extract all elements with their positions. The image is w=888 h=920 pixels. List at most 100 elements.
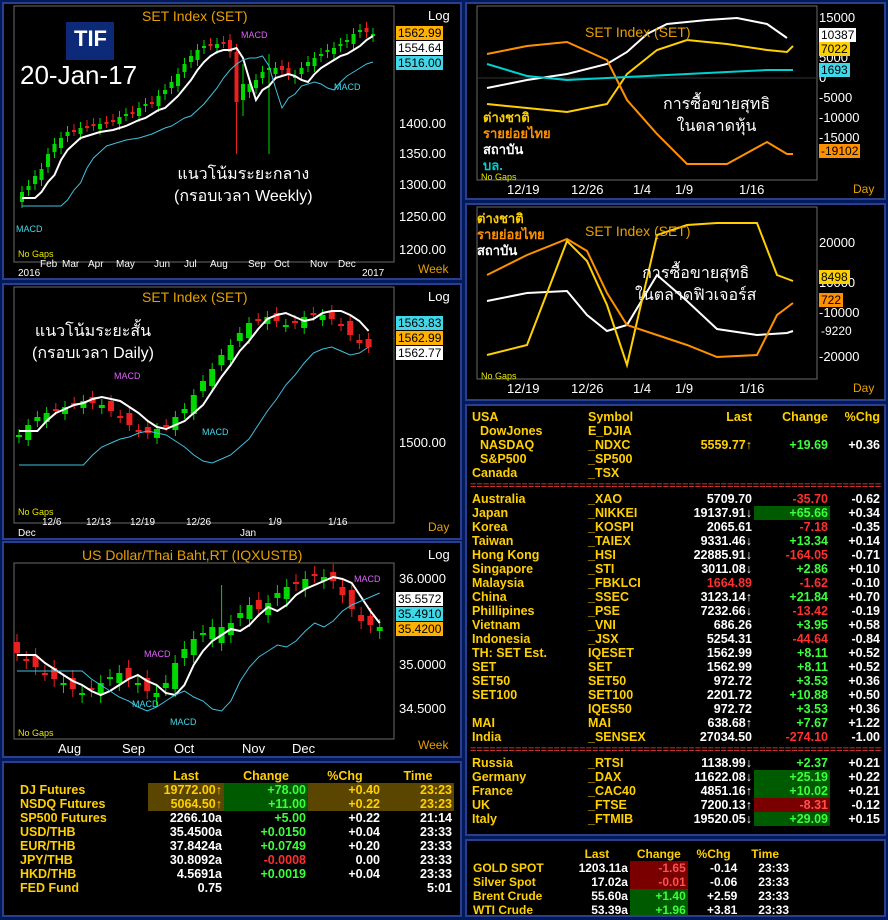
net-stock-chart[interactable]: SET Index (SET) การซื้อขายสุทธิ ในตลาดหุ… (465, 2, 886, 200)
futures-time: 23:23 (382, 783, 454, 797)
futures-name: USD/THB (18, 825, 148, 839)
y-tick: 35.0000 (399, 657, 446, 672)
table-row[interactable]: DowJones E_DJIA (470, 424, 882, 438)
table-row[interactable]: EUR/THB 37.8424a +0.0749 +0.20 23:33 (18, 839, 454, 853)
table-row[interactable]: MAI MAI 638.68↑ +7.67 +1.22 (470, 716, 882, 730)
candle-body (366, 339, 372, 347)
value-badge: 10387 (819, 28, 856, 42)
table-row[interactable]: China _SSEC 3123.14↑ +21.84 +0.70 (470, 590, 882, 604)
macd-label: MACD (16, 224, 43, 234)
x-tick: 12/26 (186, 517, 211, 528)
commodity-change: +1.96 (630, 903, 688, 917)
table-row[interactable]: TH: SET Est. IQESET 1562.99 +8.11 +0.52 (470, 646, 882, 660)
usd-thb-chart[interactable]: US Dollar/Thai Baht,RT (IQXUSTB) Log 36.… (2, 541, 462, 758)
table-row[interactable]: SET SET 1562.99 +8.11 +0.52 (470, 660, 882, 674)
candle-body (99, 405, 105, 408)
table-row[interactable]: SP500 Futures 2266.10a +5.00 +0.22 21:14 (18, 811, 454, 825)
world-indices-table[interactable]: USA Symbol Last Change %Chg DowJones E_DJ… (465, 404, 886, 836)
table-row[interactable]: India _SENSEX 27034.50 -274.10 -1.00 (470, 730, 882, 744)
table-row[interactable]: Japan _NIKKEI 19137.91↓ +65.66 +0.34 (470, 506, 882, 520)
candle-body (209, 369, 215, 386)
index-pct: -0.62 (830, 492, 882, 506)
table-row[interactable]: Phillipines _PSE 7232.66↓ -13.42 -0.19 (470, 604, 882, 618)
table-header: USA Symbol Last Change %Chg (470, 410, 882, 424)
price-badge: 1563.83 (396, 316, 443, 330)
index-pct: -0.84 (830, 632, 882, 646)
table-row[interactable]: HKD/THB 4.5691a +0.0019 +0.04 23:33 (18, 867, 454, 881)
table-row[interactable]: Taiwan _TAIEX 9331.46↓ +13.34 +0.14 (470, 534, 882, 548)
index-pct (830, 424, 882, 438)
table-row[interactable]: IQES50 972.72 +3.53 +0.36 (470, 702, 882, 716)
candle-body (284, 587, 290, 599)
table-row[interactable]: Indonesia _JSX 5254.31 -44.64 -0.84 (470, 632, 882, 646)
table-row[interactable]: USD/THB 35.4500a +0.0150 +0.04 23:33 (18, 825, 454, 839)
table-row[interactable]: Germany _DAX 11622.08↓ +25.19 +0.22 (470, 770, 882, 784)
table-row[interactable]: Brent Crude 55.60a +1.40 +2.59 23:33 (471, 889, 791, 903)
table-row[interactable]: S&P500 _SP500 (470, 452, 882, 466)
candle-body (196, 50, 200, 60)
candle-body (367, 616, 373, 625)
table-row[interactable]: NSDQ Futures 5064.50↑ +11.00 +0.22 23:23 (18, 797, 454, 811)
price-badge: 1562.99 (396, 26, 443, 40)
x-tick: 12/19 (507, 182, 540, 197)
index-pct: +0.34 (830, 506, 882, 520)
table-row[interactable]: UK _FTSE 7200.13↑ -8.31 -0.12 (470, 798, 882, 812)
futures-change: +78.00 (224, 783, 308, 797)
futures-rows: DJ Futures 19772.00↑ +78.00 +0.40 23:23 NSDQ … (18, 783, 454, 895)
index-change: +8.11 (754, 646, 830, 660)
table-row[interactable]: France _CAC40 4851.16↑ +10.02 +0.21 (470, 784, 882, 798)
no-gaps-label: No Gaps (481, 172, 517, 182)
index-last: 2201.72 (676, 688, 754, 702)
index-symbol: _NDXC (586, 438, 676, 452)
index-symbol: _SP500 (586, 452, 676, 466)
set-weekly-chart[interactable]: SET Index (SET) Log TIF 20-Jan-17 แนวโน้… (2, 2, 462, 280)
price-badge: 1562.99 (396, 331, 443, 345)
index-symbol: _STI (586, 562, 676, 576)
table-row[interactable]: Italy _FTMIB 19520.05↓ +29.09 +0.15 (470, 812, 882, 826)
candle-body (301, 317, 307, 328)
table-row[interactable]: Korea _KOSPI 2065.61 -7.18 -0.35 (470, 520, 882, 534)
futures-fx-table[interactable]: Last Change %Chg Time DJ Futures 19772.00… (2, 761, 462, 917)
table-row[interactable]: WTI Crude 53.39a +1.96 +3.81 23:33 (471, 903, 791, 917)
market-note-line1: การซื้อขายสุทธิ (663, 94, 770, 116)
index-name: NASDAQ (470, 438, 586, 452)
index-change (754, 424, 830, 438)
header-symbol: Symbol (586, 410, 676, 424)
table-row[interactable]: Malaysia _FBKLCI 1664.89 -1.62 -0.10 (470, 576, 882, 590)
y-tick: -15000 (819, 130, 859, 145)
table-row[interactable]: Canada _TSX (470, 466, 882, 480)
index-name: Hong Kong (470, 548, 586, 562)
table-row[interactable]: JPY/THB 30.8092a -0.0008 0.00 23:33 (18, 853, 454, 867)
index-symbol: _DAX (586, 770, 676, 784)
table-row[interactable]: GOLD SPOT 1203.11a -1.65 -0.14 23:33 (471, 861, 791, 875)
index-symbol: _SENSEX (586, 730, 676, 744)
table-row[interactable]: NASDAQ _NDXC 5559.77↑ +19.69 +0.36 (470, 438, 882, 452)
market-note-line2: ในตลาดหุ้น (663, 116, 770, 138)
table-row[interactable]: Silver Spot 17.02a -0.01 -0.06 23:33 (471, 875, 791, 889)
header-pct: %Chg (688, 847, 740, 861)
candle-body (23, 659, 29, 661)
candle-body (283, 325, 289, 327)
net-futures-chart[interactable]: SET Index (SET) การซื้อขายสุทธิ ในตลาดฟิ… (465, 203, 886, 401)
candle-body (136, 430, 142, 432)
table-row[interactable]: Hong Kong _HSI 22885.91↓ -164.05 -0.71 (470, 548, 882, 562)
set-daily-chart[interactable]: SET Index (SET) Log แนวโน้มระยะสั้น (กรอ… (2, 283, 462, 540)
table-row[interactable]: FED Fund 0.75 5:01 (18, 881, 454, 895)
table-row[interactable]: SET50 SET50 972.72 +3.53 +0.36 (470, 674, 882, 688)
candle-body (313, 58, 317, 66)
candle-body (310, 313, 316, 315)
table-row[interactable]: DJ Futures 19772.00↑ +78.00 +0.40 23:23 (18, 783, 454, 797)
commodities-table[interactable]: Last Change %Chg Time GOLD SPOT 1203.11a -… (465, 839, 886, 917)
candle-body (347, 321, 353, 335)
table-row[interactable]: SET100 SET100 2201.72 +10.88 +0.50 (470, 688, 882, 702)
trend-note-line1: แนวโน้มระยะกลาง (174, 164, 313, 186)
index-symbol: _SSEC (586, 590, 676, 604)
table-row[interactable]: Russia _RTSI 1138.99↓ +2.37 +0.21 (470, 756, 882, 770)
header-last: Last (564, 847, 630, 861)
y-tick: 15000 (819, 10, 855, 25)
table-row[interactable]: Vietnam _VNI 686.26 +3.95 +0.58 (470, 618, 882, 632)
commodity-rows: GOLD SPOT 1203.11a -1.65 -0.14 23:33 Silver S… (471, 861, 791, 917)
commodity-time: 23:33 (739, 889, 791, 903)
table-row[interactable]: Singapore _STI 3011.08↓ +2.86 +0.10 (470, 562, 882, 576)
table-row[interactable]: Australia _XAO 5709.70 -35.70 -0.62 (470, 492, 882, 506)
